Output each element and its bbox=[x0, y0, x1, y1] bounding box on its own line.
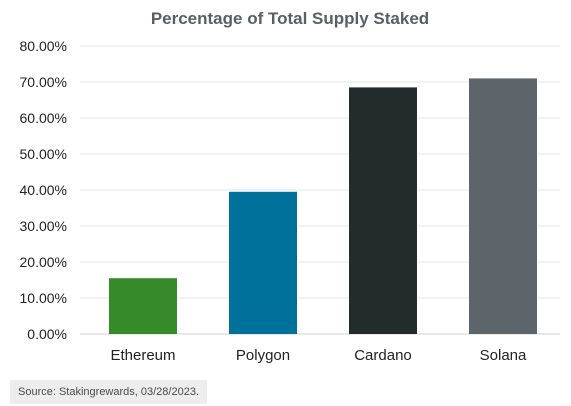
chart-title: Percentage of Total Supply Staked bbox=[151, 9, 429, 28]
bar-polygon bbox=[229, 191, 297, 334]
x-tick-label: Cardano bbox=[354, 347, 412, 364]
y-axis-tick-labels: 0.00% 10.00% 20.00% 30.00% 40.00% 50.00% 60.00… bbox=[20, 38, 67, 342]
x-tick-label: Ethereum bbox=[110, 347, 175, 364]
source-note: Source: Stakingrewards, 03/28/2023. bbox=[10, 380, 208, 404]
bar-solana bbox=[469, 78, 537, 335]
x-tick-label: Solana bbox=[480, 347, 527, 364]
source-text: Source: Stakingrewards, 03/28/2023. bbox=[18, 386, 200, 398]
bar-ethereum bbox=[109, 278, 177, 334]
y-tick-label: 50.00% bbox=[20, 146, 67, 162]
y-tick-label: 20.00% bbox=[20, 254, 67, 270]
y-tick-label: 30.00% bbox=[20, 218, 67, 234]
y-tick-label: 80.00% bbox=[20, 38, 67, 54]
x-axis-tick-labels: Ethereum Polygon Cardano Solana bbox=[110, 347, 527, 364]
bars bbox=[109, 78, 537, 335]
y-tick-label: 0.00% bbox=[27, 326, 67, 342]
bar-cardano bbox=[349, 87, 417, 335]
x-tick-label: Polygon bbox=[236, 347, 290, 364]
y-tick-label: 70.00% bbox=[20, 74, 67, 90]
y-tick-label: 40.00% bbox=[20, 182, 67, 198]
bar-chart: Percentage of Total Supply Staked 0.00% 1… bbox=[20, 9, 560, 364]
y-tick-label: 10.00% bbox=[20, 290, 67, 306]
y-tick-label: 60.00% bbox=[20, 110, 67, 126]
